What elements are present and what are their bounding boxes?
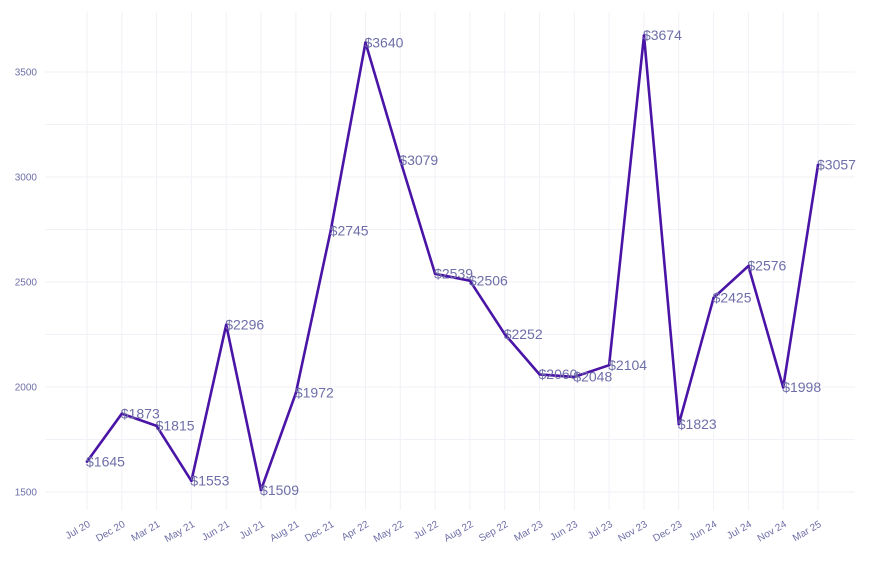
data-label: $2296	[225, 317, 264, 333]
data-label: $2048	[573, 369, 612, 385]
data-label: $1972	[295, 385, 334, 401]
data-point	[398, 159, 402, 162]
data-label: $1645	[86, 453, 125, 469]
data-label: $2060	[539, 366, 578, 382]
data-point	[747, 264, 750, 268]
data-point	[468, 279, 472, 283]
data-point	[781, 386, 785, 389]
data-labels: $1645 $1873$1815 $1553 $2296 $1509 $1972 $2745…	[86, 27, 856, 498]
data-point	[642, 34, 646, 37]
x-tick-label: Mar 21	[130, 519, 163, 544]
data-label: $3079	[399, 152, 438, 168]
y-axis-ticks: 1500 2000 2500 3000 3500	[15, 68, 38, 499]
y-tick-label: 2000	[15, 383, 38, 394]
data-point	[224, 323, 228, 327]
x-tick-label: Dec 20	[94, 519, 127, 545]
data-point	[538, 373, 541, 376]
data-label: $1823	[678, 416, 717, 432]
data-point	[329, 229, 332, 232]
data-point	[573, 375, 576, 379]
data-label: $1815	[156, 418, 195, 434]
data-point	[190, 479, 193, 483]
data-label: $2576	[747, 258, 786, 274]
data-label: $2425	[713, 289, 752, 305]
x-tick-label: Nov 23	[617, 519, 650, 545]
data-label: $3057	[817, 157, 856, 173]
x-axis-ticks: Jul 20 Dec 20 Mar 21 May 21 Jun 21 Jul 21 Aug …	[64, 519, 824, 545]
data-label: $1509	[260, 482, 299, 498]
data-label: $2252	[504, 326, 543, 342]
grid	[45, 12, 855, 510]
x-tick-label: May 21	[163, 519, 197, 545]
data-point	[85, 460, 89, 463]
x-tick-label: Jun 21	[200, 519, 232, 544]
x-tick-label: Mar 23	[513, 519, 546, 544]
data-label: $2745	[330, 222, 369, 238]
x-tick-label: Apr 22	[340, 519, 371, 543]
data-point	[294, 391, 298, 395]
y-tick-label: 3000	[15, 173, 38, 184]
y-tick-label: 3500	[15, 68, 38, 79]
series-line	[85, 34, 820, 492]
y-tick-label: 1500	[15, 488, 38, 499]
x-tick-label: Nov 24	[756, 519, 789, 545]
data-point	[712, 296, 715, 300]
x-tick-label: Sep 22	[477, 519, 510, 545]
data-point	[364, 41, 367, 44]
data-label: $2104	[608, 357, 647, 373]
x-tick-label: Aug 21	[268, 519, 301, 545]
data-point	[259, 488, 263, 492]
data-label: $3640	[364, 34, 403, 50]
data-label: $1873	[121, 405, 160, 421]
x-tick-label: Jul 21	[238, 519, 267, 542]
series-line-group	[85, 34, 820, 492]
x-tick-label: Aug 22	[442, 519, 475, 545]
data-label: $3674	[643, 27, 682, 43]
x-tick-label: Dec 23	[651, 519, 684, 545]
data-label: $1998	[782, 379, 821, 395]
x-tick-label: Mar 25	[791, 519, 824, 544]
data-point	[120, 412, 124, 415]
data-point	[155, 424, 158, 428]
x-tick-label: Jul 20	[64, 519, 93, 542]
x-tick-label: Jul 23	[586, 519, 615, 542]
data-point	[503, 332, 507, 336]
x-tick-label: Jun 23	[548, 519, 580, 544]
data-point	[677, 422, 681, 426]
data-point	[607, 363, 611, 367]
x-tick-label: Jul 24	[725, 519, 754, 542]
x-tick-label: May 22	[372, 519, 406, 545]
data-point	[433, 272, 437, 276]
x-tick-label: Jul 22	[412, 519, 441, 542]
x-tick-label: Jun 24	[688, 519, 720, 544]
data-label: $2506	[469, 272, 508, 288]
y-tick-label: 2500	[15, 278, 38, 289]
x-tick-label: Dec 21	[303, 519, 336, 545]
data-label: $1553	[190, 473, 229, 489]
data-point	[816, 163, 820, 167]
data-label: $2539	[434, 266, 473, 282]
